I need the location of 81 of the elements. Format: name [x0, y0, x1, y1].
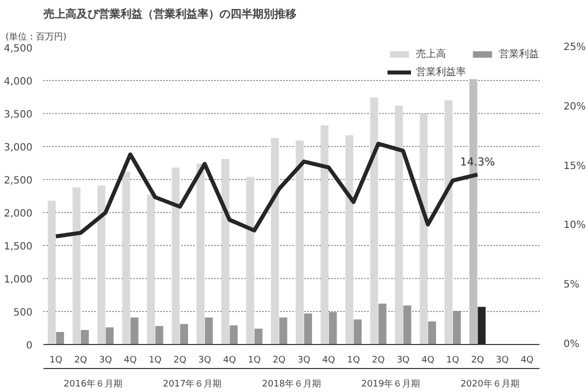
- x-tick-label: 3Q: [297, 356, 310, 366]
- bar: [80, 330, 89, 344]
- bar: [394, 106, 403, 344]
- bar: [122, 172, 130, 344]
- x-tick-label: 2Q: [74, 356, 88, 366]
- bar: [196, 164, 204, 344]
- x-tick-label: 3Q: [99, 356, 112, 366]
- chart-title: 売上高及び営業利益（営業利益率）の四半期別推移: [44, 8, 296, 20]
- x-tick-label: 1Q: [347, 356, 360, 366]
- bar: [428, 321, 436, 344]
- data-label: 14.3%: [460, 156, 495, 169]
- x-tick-label: 1Q: [446, 356, 460, 366]
- bar: [56, 332, 64, 344]
- x-tick-label: 4Q: [223, 356, 236, 366]
- text: 2020年６月期: [460, 378, 520, 390]
- bar: [172, 168, 180, 344]
- bar: [403, 306, 412, 344]
- y2-tick-label: 20%: [564, 101, 586, 112]
- bar: [444, 100, 452, 344]
- x-tick-label: 4Q: [520, 356, 534, 366]
- bar: [146, 194, 155, 344]
- legend-label: 営業利益率: [416, 66, 466, 79]
- x-tick-label: 1Q: [248, 356, 261, 366]
- bar: [204, 317, 213, 344]
- bar: [378, 304, 386, 344]
- x-tick-label: 4Q: [124, 356, 137, 366]
- bar: [130, 317, 138, 344]
- y-tick-label: 0: [26, 340, 33, 352]
- x-tick-label: 2Q: [372, 356, 385, 366]
- y-tick-label: 3,500: [4, 110, 33, 120]
- y-tick-label: 2,000: [4, 208, 33, 220]
- bar: [155, 326, 164, 344]
- y-tick-label: 500: [13, 308, 33, 318]
- bar: [97, 185, 106, 344]
- y2-tick-label: 5%: [564, 280, 580, 291]
- x-tick-label: 2Q: [272, 356, 286, 366]
- legend-label: 売上高: [416, 48, 446, 61]
- bar: [320, 125, 328, 344]
- text: 2016年６月期: [64, 378, 123, 390]
- x-tick-label: 1Q: [148, 356, 162, 366]
- bar: [328, 312, 337, 344]
- y2-tick-label: 15%: [564, 160, 586, 172]
- bar: [254, 328, 262, 344]
- bar: [279, 317, 288, 344]
- text: 2017年６月期: [162, 378, 222, 390]
- bar: [296, 140, 304, 344]
- text: 2018年６月期: [262, 378, 321, 390]
- y2-tick-label: 25%: [564, 42, 586, 53]
- legend-label: 営業利益: [499, 48, 539, 61]
- y-tick-label: 4,000: [4, 76, 33, 88]
- text: 2019年６月期: [361, 378, 420, 390]
- bar: [106, 327, 114, 344]
- y-tick-label: 2,500: [4, 176, 33, 186]
- bar: [246, 176, 254, 344]
- y2-tick-label: 10%: [564, 220, 586, 232]
- y-tick-label: 4,500: [4, 44, 33, 54]
- x-tick-label: 3Q: [496, 356, 509, 366]
- bar: [48, 200, 56, 344]
- x-tick-label: 1Q: [49, 356, 62, 366]
- y-tick-label: 3,000: [4, 142, 33, 154]
- bar: [72, 187, 80, 344]
- bar: [304, 313, 312, 344]
- x-tick-label: 3Q: [198, 356, 212, 366]
- x-tick-label: 3Q: [396, 356, 410, 366]
- x-tick-label: 2Q: [471, 356, 484, 366]
- y2-tick-label: 0%: [564, 339, 580, 350]
- bar: [478, 306, 486, 344]
- bar: [180, 324, 188, 344]
- bar: [370, 98, 378, 344]
- bar: [270, 138, 279, 344]
- y-tick-label: 1,000: [4, 274, 33, 286]
- bar: [354, 319, 362, 344]
- bar: [345, 135, 354, 344]
- y-axis-title: (単位：百万円): [6, 32, 67, 42]
- x-tick-label: 4Q: [322, 356, 336, 366]
- bar: [221, 159, 230, 344]
- bar: [230, 325, 238, 344]
- y-tick-label: 1,500: [4, 242, 33, 252]
- x-tick-label: 4Q: [421, 356, 434, 366]
- bar: [452, 310, 461, 344]
- x-tick-label: 2Q: [173, 356, 186, 366]
